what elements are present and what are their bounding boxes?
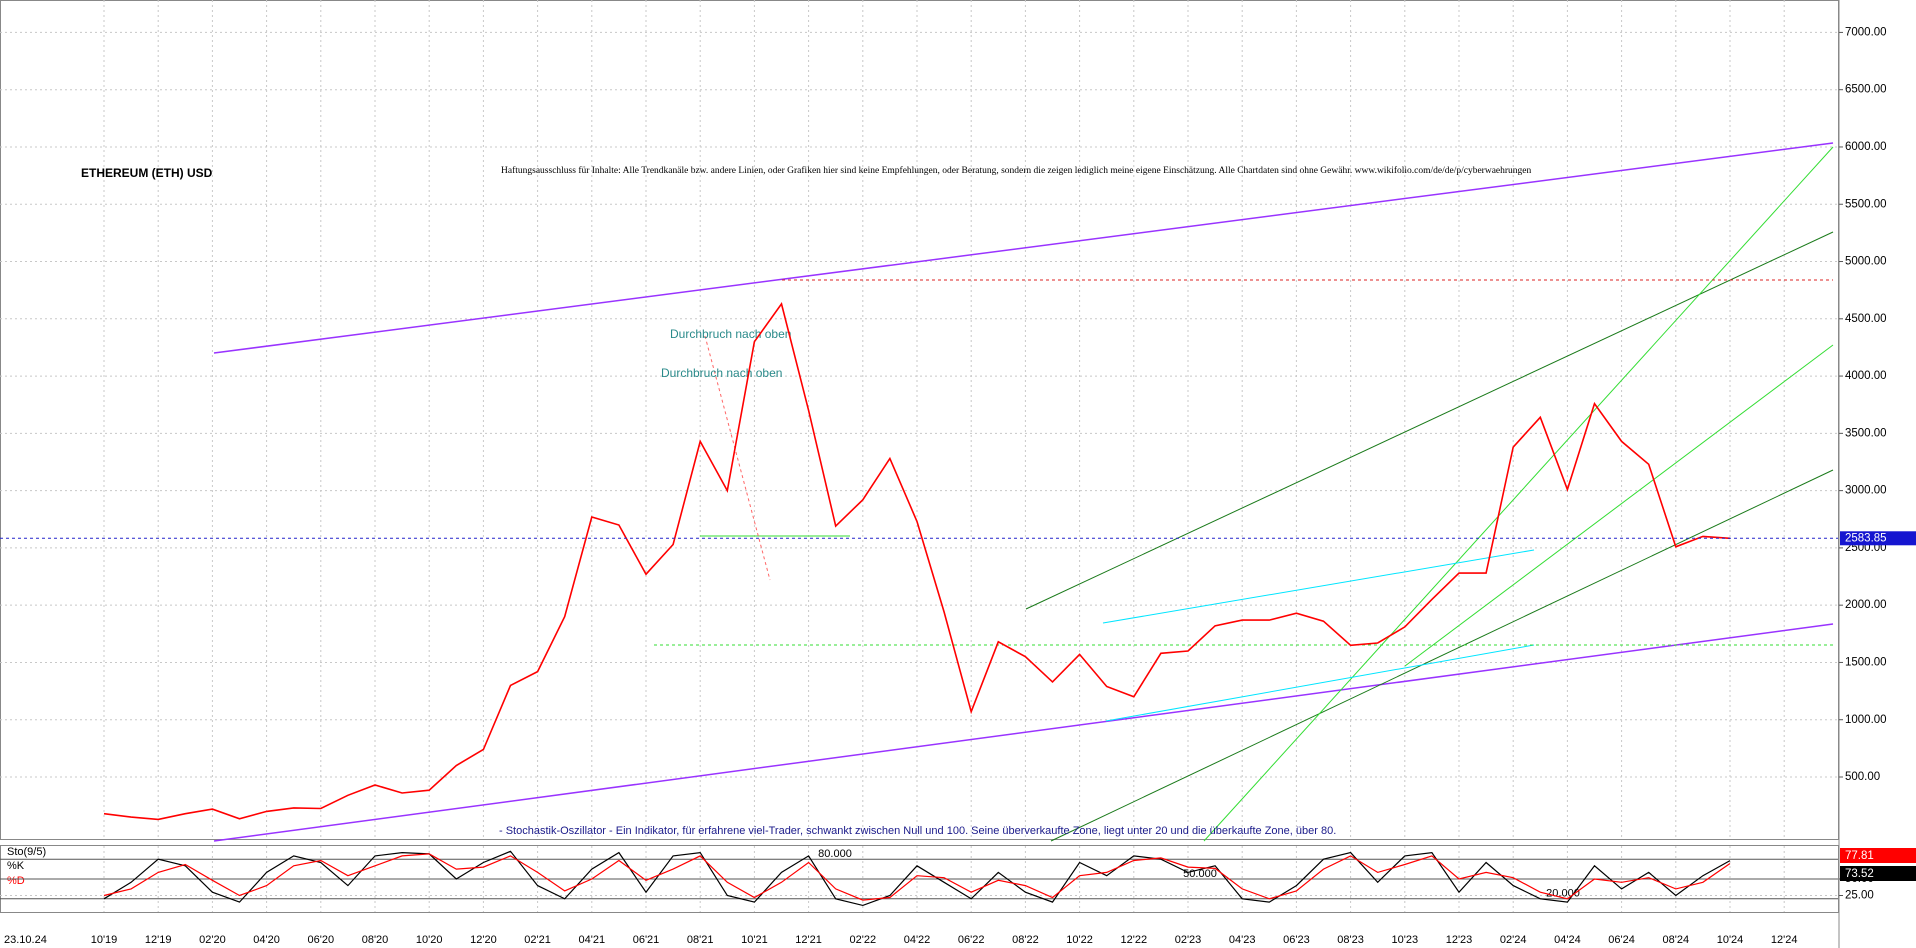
y-tick-label: 7000.00	[1845, 26, 1887, 38]
y-tick-label: 6500.00	[1845, 84, 1887, 96]
y-tick-label: 2000.00	[1845, 599, 1887, 611]
trendline	[1050, 469, 1834, 842]
x-tick-label: 12'22	[1121, 934, 1148, 946]
level-label: 50.000	[1183, 868, 1217, 880]
price-line	[103, 302, 1731, 821]
x-tick-label: 08'24	[1663, 934, 1690, 946]
main-panel	[0, 0, 1839, 840]
x-tick-label: 08'22	[1012, 934, 1039, 946]
trendline	[1102, 549, 1535, 624]
value-label: 73.52	[1845, 868, 1874, 880]
y-tick-label: 4500.00	[1845, 313, 1887, 325]
x-tick-label: 02'24	[1500, 934, 1527, 946]
value-box	[1840, 848, 1916, 863]
annotation: Durchbruch nach oben	[661, 366, 782, 380]
x-tick-label: 06'24	[1608, 934, 1635, 946]
y-tick-label: 5500.00	[1845, 198, 1887, 210]
x-tick-label: 10'21	[741, 934, 768, 946]
y-tick-label: 1000.00	[1845, 714, 1887, 726]
x-tick-label: 02'23	[1175, 934, 1202, 946]
y-tick-label: 3000.00	[1845, 485, 1887, 497]
series-line	[103, 850, 1731, 907]
x-tick-label: 10'22	[1066, 934, 1093, 946]
channel-bottom	[213, 623, 1834, 842]
y-tick-label: 4000.00	[1845, 370, 1887, 382]
x-tick-label: 02'21	[524, 934, 551, 946]
x-tick-label: 02'20	[199, 934, 226, 946]
chart-title: ETHEREUM (ETH) USD	[81, 166, 213, 180]
x-tick-label: 10'19	[91, 934, 118, 946]
x-tick-label: 08'20	[362, 934, 389, 946]
trendline	[1404, 344, 1834, 667]
x-tick-label: 06'21	[633, 934, 660, 946]
x-tick-label: 04'22	[904, 934, 931, 946]
last-price-label: 2583.85	[1845, 532, 1887, 544]
indicator-title: Sto(9/5)	[7, 846, 46, 858]
annotation: - Stochastik-Oszillator - Ein Indikator,…	[499, 825, 1336, 837]
x-tick-label: 12'19	[145, 934, 172, 946]
x-tick-label: 10'23	[1392, 934, 1419, 946]
drawings	[0, 0, 1838, 912]
trendline	[704, 335, 771, 581]
trendlines	[213, 142, 1834, 842]
x-tick-label: 08'23	[1337, 934, 1364, 946]
trendline	[1203, 146, 1834, 842]
series-line	[103, 853, 1731, 901]
y-tick-label: 1500.00	[1845, 656, 1887, 668]
x-tick-label: 10'20	[416, 934, 443, 946]
trendline	[1105, 644, 1535, 722]
annotation: Durchbruch nach oben	[670, 327, 791, 341]
x-tick-label: 04'20	[253, 934, 280, 946]
x-tick-label: 06'23	[1283, 934, 1310, 946]
y-tick-label: 25.00	[1845, 890, 1874, 902]
x-tick-label: 12'20	[470, 934, 497, 946]
y-tick-label: 5000.00	[1845, 256, 1887, 268]
disclaimer: Haftungsausschluss für Inhalte: Alle Tre…	[501, 165, 1532, 176]
x-tick-label: 06'22	[958, 934, 985, 946]
y-tick-label: 3500.00	[1845, 427, 1887, 439]
x-tick-label: 04'23	[1229, 934, 1256, 946]
channel-top	[213, 142, 1834, 354]
x-tick-label: 12'21	[795, 934, 822, 946]
legend-d: %D	[7, 875, 25, 887]
value-box	[1840, 866, 1916, 881]
value-label: 77.81	[1845, 850, 1874, 862]
y-tick-label: 6000.00	[1845, 141, 1887, 153]
x-tick-label: 12'24	[1771, 934, 1798, 946]
level-label: 80.000	[818, 848, 852, 860]
last-price-box	[1840, 531, 1916, 546]
trendline	[1025, 231, 1834, 610]
y-tick-label: 500.00	[1845, 771, 1880, 783]
x-tick-label: 04'24	[1554, 934, 1581, 946]
x-tick-label: 06'20	[308, 934, 335, 946]
x-tick-label: 04'21	[579, 934, 606, 946]
legend-k: %K	[7, 860, 25, 872]
cursor-date: 23.10.24	[4, 934, 47, 946]
x-tick-label: 02'22	[850, 934, 877, 946]
x-tick-label: 08'21	[687, 934, 714, 946]
x-tick-label: 12'23	[1446, 934, 1473, 946]
x-tick-label: 10'24	[1717, 934, 1744, 946]
